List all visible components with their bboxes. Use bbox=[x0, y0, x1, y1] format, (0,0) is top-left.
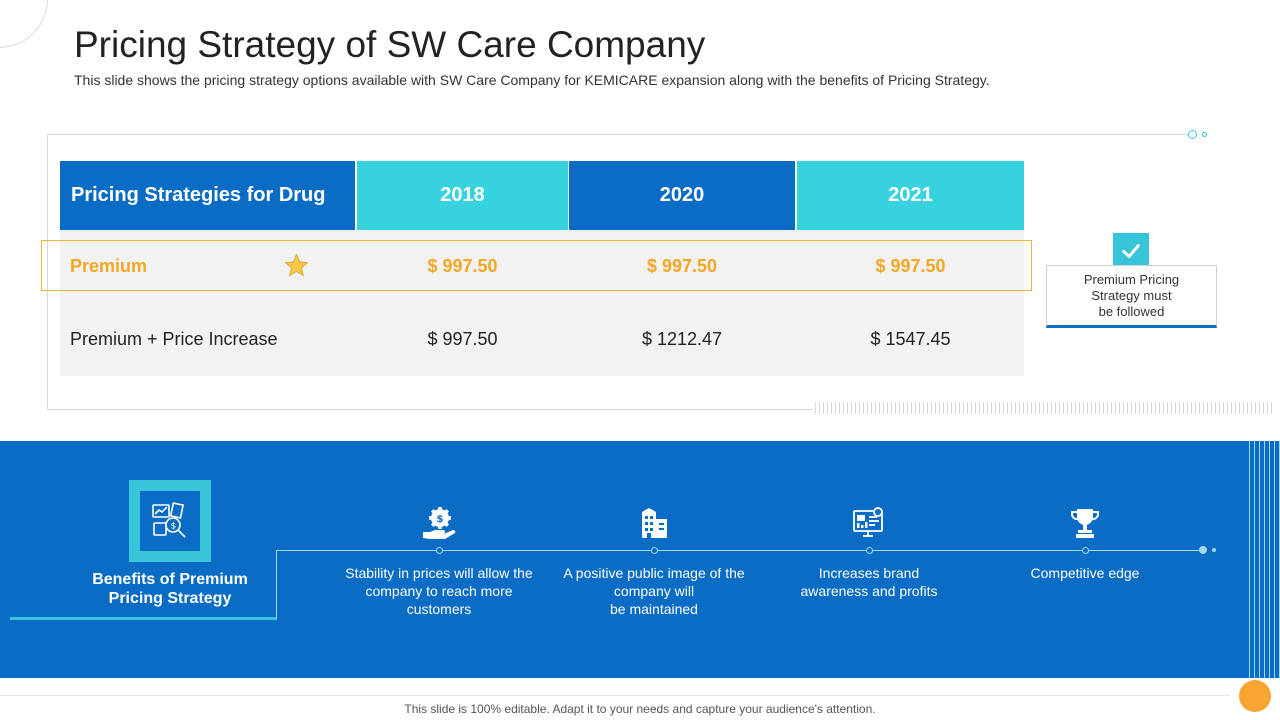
increase-2020-value: $ 1212.47 bbox=[641, 329, 723, 349]
timeline-connector-vertical bbox=[276, 550, 277, 619]
frame-bottom-line bbox=[47, 409, 813, 410]
benefit-text-stability: Stability in prices will allow the compa… bbox=[339, 564, 539, 618]
pricing-analysis-icon: $ bbox=[152, 502, 186, 538]
table-header-2021: 2021 bbox=[797, 161, 1024, 230]
page-subtitle: This slide shows the pricing strategy op… bbox=[74, 72, 990, 88]
building-icon bbox=[642, 508, 667, 538]
benefit-1-line-2: company to reach more bbox=[365, 583, 513, 599]
table-header-strategy: Pricing Strategies for Drug bbox=[60, 161, 355, 230]
timeline-dot-1 bbox=[436, 547, 443, 554]
hatch-decoration bbox=[815, 402, 1275, 414]
timeline-end-dot-small bbox=[1212, 548, 1216, 552]
premium-2018-value: $ 997.50 bbox=[427, 256, 498, 276]
table-row-premium-increase bbox=[60, 302, 1024, 376]
benefits-icon-frame: $ bbox=[129, 480, 211, 562]
benefit-2-line-2: company will bbox=[613, 583, 695, 599]
callout-line-1: Premium Pricing bbox=[1083, 272, 1180, 287]
benefit-3-line-2: awareness and profits bbox=[800, 583, 938, 599]
benefits-band bbox=[0, 441, 1280, 678]
table-frame bbox=[47, 134, 1193, 410]
benefits-title-line-2: Pricing Strategy bbox=[108, 590, 232, 607]
benefit-1-line-1: Stability in prices will allow the bbox=[345, 565, 533, 581]
vertical-lines-decoration bbox=[1249, 441, 1280, 678]
svg-text:$: $ bbox=[171, 522, 177, 532]
monitor-dashboard-icon bbox=[853, 507, 883, 537]
star-icon bbox=[284, 253, 309, 277]
benefit-2-line-3: be maintained bbox=[610, 601, 698, 617]
callout-recommendation: Premium Pricing Strategy must be followe… bbox=[1046, 265, 1217, 328]
benefits-underline bbox=[10, 617, 277, 620]
premium-2020-value: $ 997.50 bbox=[646, 256, 718, 276]
benefit-3-line-1: Increases brand bbox=[818, 565, 920, 581]
benefit-4-line-1: Competitive edge bbox=[1030, 565, 1140, 581]
benefit-2-line-1: A positive public image of the bbox=[563, 565, 745, 581]
benefit-text-public-image: A positive public image of the company w… bbox=[554, 564, 754, 618]
frame-dot-small bbox=[1202, 132, 1207, 137]
table-header-2018: 2018 bbox=[357, 161, 568, 230]
benefits-title-line-1: Benefits of Premium bbox=[92, 571, 248, 588]
benefit-text-competitive-edge: Competitive edge bbox=[985, 564, 1185, 582]
row-label-premium-increase: Premium + Price Increase bbox=[70, 329, 278, 349]
timeline-line bbox=[276, 550, 1203, 551]
footer-divider bbox=[0, 695, 1230, 696]
svg-text:$: $ bbox=[437, 514, 444, 525]
callout-line-2: Strategy must bbox=[1091, 288, 1172, 303]
check-icon bbox=[1113, 233, 1149, 269]
benefit-1-line-3: customers bbox=[406, 601, 472, 617]
timeline-dot-2 bbox=[651, 547, 658, 554]
timeline-dot-3 bbox=[866, 547, 873, 554]
benefit-text-brand-awareness: Increases brand awareness and profits bbox=[769, 564, 969, 600]
premium-2021-value: $ 997.50 bbox=[875, 256, 946, 276]
timeline-end-dot bbox=[1199, 546, 1207, 554]
benefits-title: Benefits of Premium Pricing Strategy bbox=[60, 570, 280, 608]
premium-row-highlight bbox=[41, 240, 1032, 291]
orange-dot-decoration bbox=[1239, 680, 1271, 712]
table-header-2020: 2020 bbox=[569, 161, 795, 230]
money-hand-icon: $ bbox=[423, 507, 456, 539]
corner-arc-decoration bbox=[0, 0, 48, 48]
row-label-premium: Premium bbox=[70, 256, 148, 276]
callout-line-3: be followed bbox=[1098, 304, 1165, 319]
frame-dot-large bbox=[1188, 130, 1197, 139]
increase-2018-value: $ 997.50 bbox=[427, 329, 498, 349]
footer-note: This slide is 100% editable. Adapt it to… bbox=[404, 702, 876, 716]
page-title: Pricing Strategy of SW Care Company bbox=[74, 24, 706, 65]
trophy-icon bbox=[1070, 509, 1100, 538]
timeline-dot-4 bbox=[1082, 547, 1089, 554]
increase-2021-value: $ 1547.45 bbox=[870, 329, 951, 349]
